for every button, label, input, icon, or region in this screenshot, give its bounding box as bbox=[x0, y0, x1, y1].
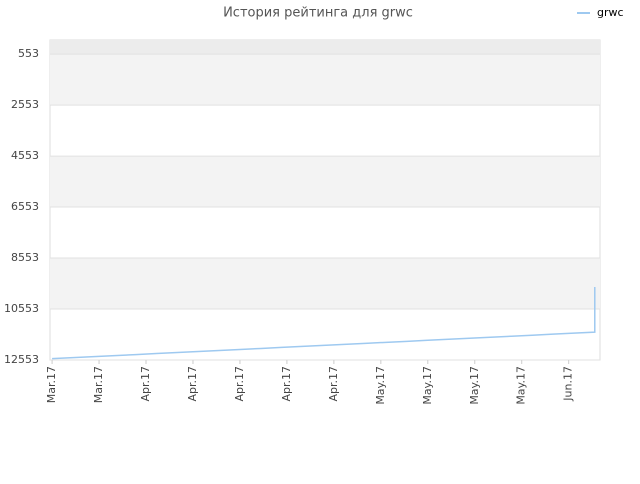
x-tick-label: Mar.17 bbox=[45, 366, 58, 403]
y-tick-label: 8553 bbox=[11, 251, 39, 264]
x-tick-label: Apr.17 bbox=[186, 366, 199, 402]
x-tick-label: Mar.17 bbox=[92, 366, 105, 403]
x-tick-label: May.17 bbox=[515, 366, 528, 405]
x-tick-label: May.17 bbox=[468, 366, 481, 405]
band bbox=[50, 258, 600, 310]
x-tick-label: May.17 bbox=[374, 366, 387, 405]
chart-title: История рейтинга для grwc bbox=[223, 6, 413, 21]
y-tick-label: 12553 bbox=[4, 353, 39, 366]
line bbox=[52, 287, 596, 360]
x-tick-label: Apr.17 bbox=[280, 366, 293, 402]
x-tick-label: Apr.17 bbox=[327, 366, 340, 402]
band bbox=[50, 40, 600, 55]
x-tick-label: Apr.17 bbox=[233, 366, 246, 402]
legend-label: grwc bbox=[597, 6, 624, 19]
x-tick-label: May.17 bbox=[421, 366, 434, 405]
y-tick-label: 2553 bbox=[11, 98, 39, 111]
y-tick-label: 4553 bbox=[11, 149, 39, 162]
y-tick-label: 6553 bbox=[11, 200, 39, 213]
band bbox=[50, 156, 600, 208]
y-tick-label: 553 bbox=[18, 47, 39, 60]
x-tick-label: Jun.17 bbox=[562, 366, 575, 402]
y-tick-label: 10553 bbox=[4, 302, 39, 315]
x-tick-label: Apr.17 bbox=[139, 366, 152, 402]
band bbox=[50, 54, 600, 106]
